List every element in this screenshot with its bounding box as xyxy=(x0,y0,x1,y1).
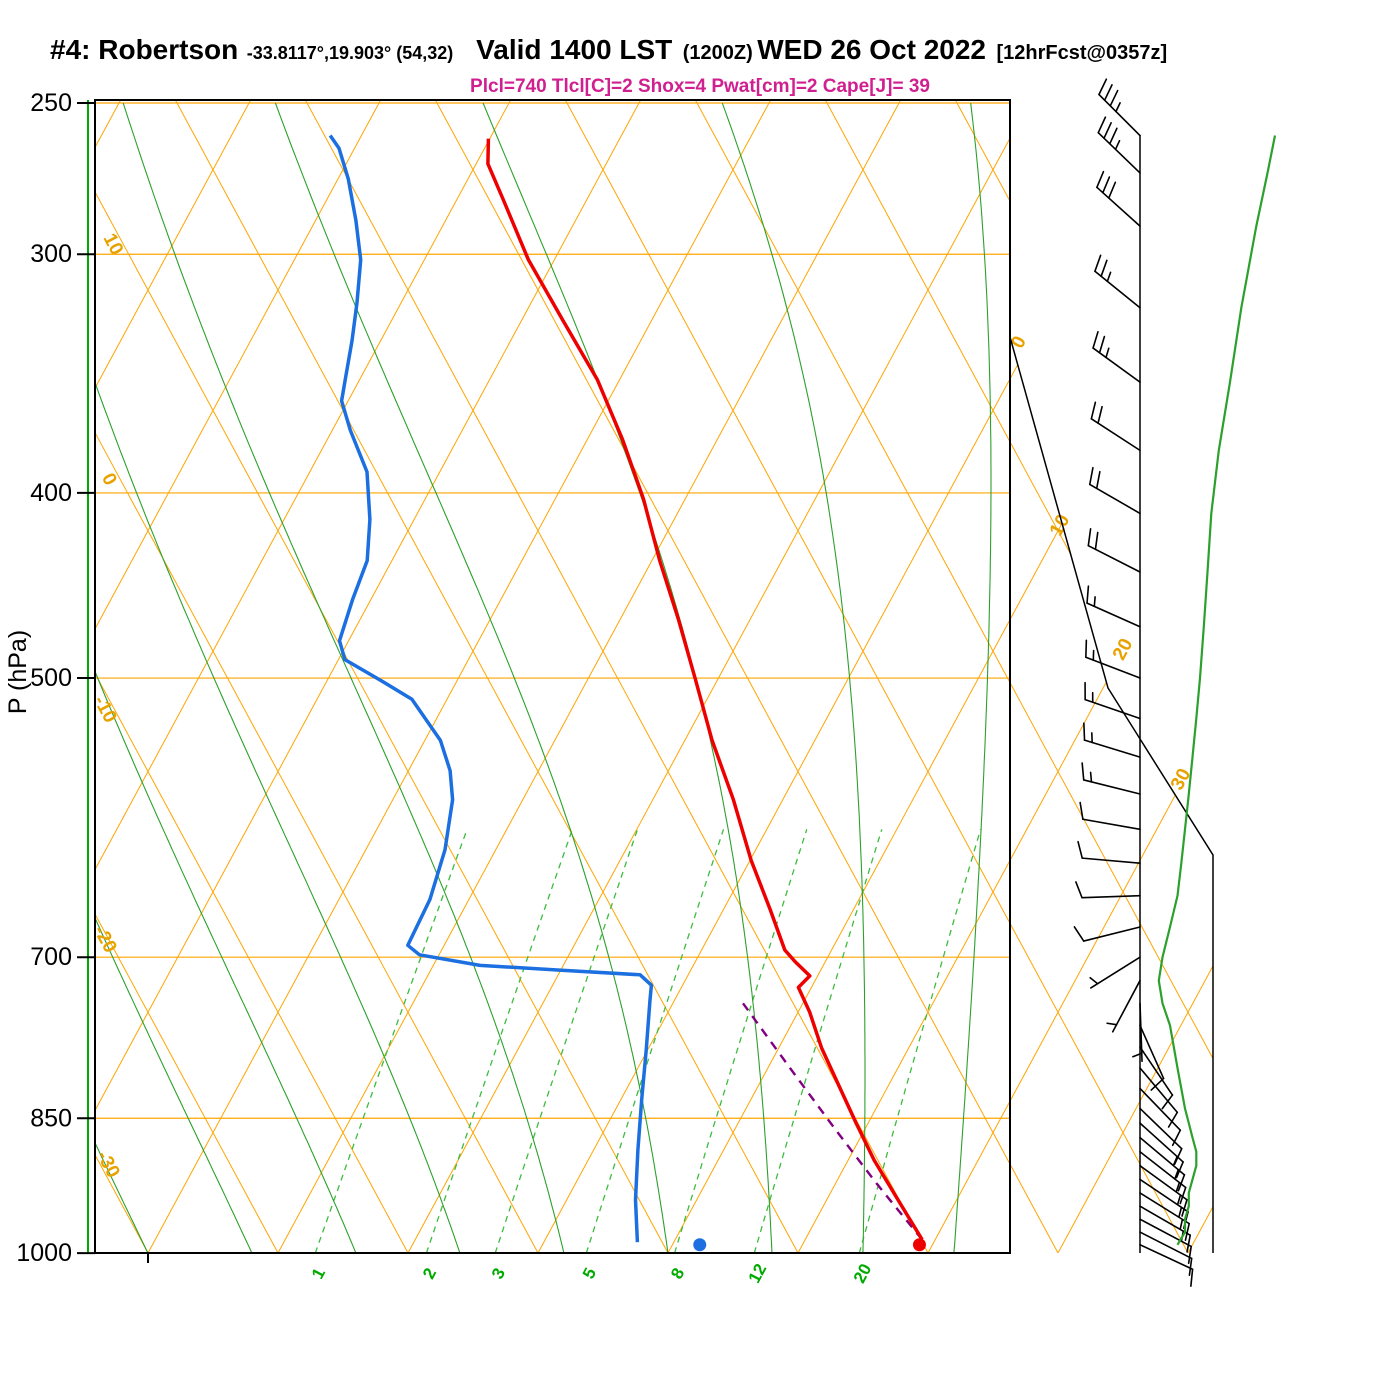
svg-text:20: 20 xyxy=(850,1261,876,1287)
parcel-curve xyxy=(742,1002,924,1241)
dewpoint-curve xyxy=(328,134,654,1243)
moist-adiabats xyxy=(95,102,992,1253)
isotherm-grid xyxy=(95,100,1213,1253)
svg-text:8: 8 xyxy=(667,1265,688,1282)
mixing-ratio-labels: 1 2 3 5 8 12 20 xyxy=(308,1261,876,1287)
svg-text:250: 250 xyxy=(30,89,72,117)
svg-text:1: 1 xyxy=(308,1265,329,1282)
svg-text:5: 5 xyxy=(579,1265,600,1282)
svg-text:P (hPa): P (hPa) xyxy=(4,630,32,714)
zulu-time: (1200Z) xyxy=(682,42,753,64)
svg-text:12: 12 xyxy=(745,1261,771,1287)
svg-text:1000: 1000 xyxy=(16,1239,72,1267)
surface-dewpoint-dot xyxy=(693,1238,707,1252)
temperature-curve xyxy=(486,138,924,1241)
profile-curves xyxy=(328,134,926,1252)
svg-text:500: 500 xyxy=(30,664,72,692)
axis-labels: 250 300 400 500 700 850 1000 P (hPa) xyxy=(4,89,149,1267)
frame-lines xyxy=(87,99,1214,1254)
svg-text:850: 850 xyxy=(30,1104,72,1132)
svg-text:-20: -20 xyxy=(89,922,120,956)
pressure-grid xyxy=(95,102,1010,1254)
dry-adiabat-grid xyxy=(95,100,1213,1253)
valid-date: WED 26 Oct 2022 xyxy=(757,34,986,65)
svg-text:3: 3 xyxy=(488,1265,509,1282)
station-name: #4: Robertson xyxy=(50,34,239,65)
svg-text:400: 400 xyxy=(30,479,72,507)
svg-text:20: 20 xyxy=(1109,635,1137,664)
svg-text:0: 0 xyxy=(97,470,121,489)
forecast-tag: [12hrFcst@0357z] xyxy=(996,42,1168,64)
svg-text:-30: -30 xyxy=(92,1147,123,1181)
svg-text:2: 2 xyxy=(419,1265,440,1282)
svg-text:300: 300 xyxy=(30,240,72,268)
station-coords: -33.8117°,19.903° (54,32) xyxy=(246,43,454,63)
valid-time: Valid 1400 LST xyxy=(476,34,673,65)
wind-barbs xyxy=(1073,78,1194,1287)
svg-text:700: 700 xyxy=(30,943,72,971)
sounding-indices: Plcl=740 Tlcl[C]=2 Shox=4 Pwat[cm]=2 Cap… xyxy=(470,76,930,97)
mixing-ratio-lines xyxy=(314,829,982,1253)
main-title: #4: Robertson -33.8117°,19.903° (54,32) … xyxy=(50,34,1167,66)
speed-curve xyxy=(1157,135,1277,1246)
surface-temp-dot xyxy=(912,1238,926,1252)
